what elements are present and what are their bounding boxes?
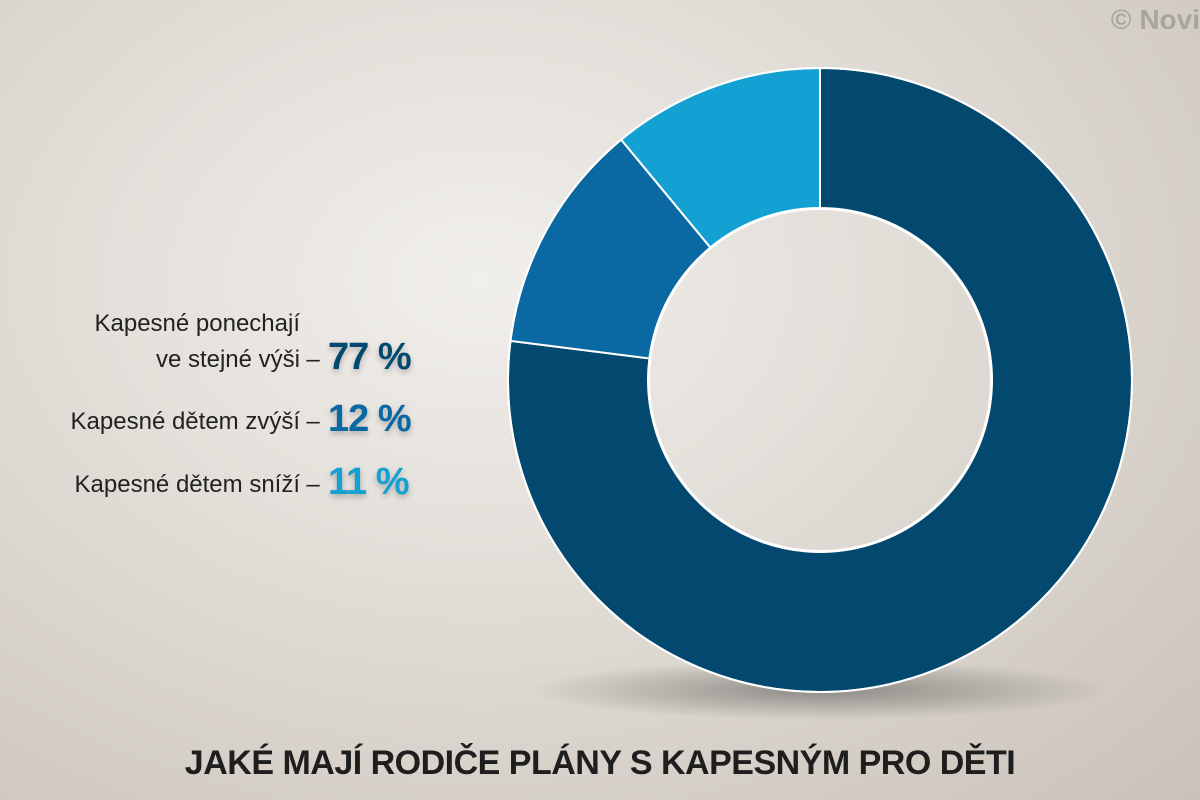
value-label: 77 % (328, 336, 412, 378)
legend-row: Kapesné dětem sníží –11 % (0, 461, 1200, 503)
legend-label: Kapesné dětem sníží (74, 471, 300, 498)
donut-outline (507, 67, 1133, 693)
value-label: 11 % (328, 461, 410, 503)
legend-row: Kapesné ponechají ve stejné výši –77 % (0, 306, 1200, 378)
source: © Novi (1110, 4, 1200, 35)
donut (507, 66, 1133, 693)
legend-label: Kapesné ponechají ve stejné výši (94, 310, 301, 373)
separator: – (306, 346, 320, 373)
donut-hole (648, 208, 992, 552)
legend-label: Kapesné dětem zvýší (70, 408, 300, 435)
chart-title: JAKÉ MAJÍ RODIČE PLÁNY S KAPESNÝM PRO DĚ… (184, 744, 1016, 782)
legend-row: Kapesné dětem zvýší –12 % (0, 398, 1200, 440)
value-label: 12 % (328, 398, 412, 440)
separator: – (306, 408, 320, 435)
separator: – (306, 471, 320, 498)
